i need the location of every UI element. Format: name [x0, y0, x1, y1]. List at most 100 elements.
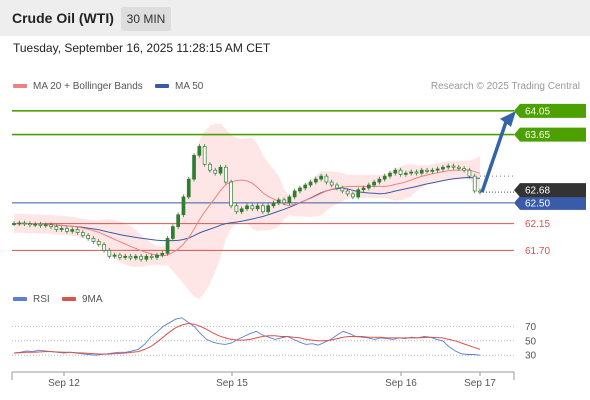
ma20-legend: MA 20 + Bollinger Bands — [13, 81, 143, 92]
price-tag-label: 62.68 — [525, 186, 550, 197]
candle — [446, 163, 451, 170]
candle — [171, 224, 175, 241]
rsi-level-label: 30 — [525, 351, 537, 362]
candle — [292, 188, 297, 200]
candle-body — [176, 214, 181, 227]
candle-body — [266, 205, 271, 213]
candle — [467, 167, 472, 179]
candle — [144, 253, 149, 262]
ma20-legend-label: MA 20 + Bollinger Bands — [33, 81, 143, 92]
candle — [303, 182, 308, 191]
rsi-swatch — [13, 297, 27, 302]
candle — [75, 227, 80, 235]
candle-body — [102, 244, 106, 251]
candle — [404, 170, 408, 177]
candle — [261, 203, 265, 215]
rsi-ma-legend: 9MA — [62, 294, 103, 305]
candle-body — [430, 169, 435, 172]
candle — [155, 252, 159, 260]
price-tag-label: 63.65 — [525, 130, 550, 141]
candle-body — [160, 252, 165, 256]
candle — [176, 212, 181, 229]
candle-body — [319, 175, 323, 180]
candle — [324, 173, 329, 185]
candle-body — [229, 181, 233, 207]
candle — [38, 221, 43, 228]
price-tag-label: 64.05 — [525, 106, 550, 117]
candle-body — [356, 189, 361, 198]
ma50-legend-label: MA 50 — [175, 81, 204, 92]
candle-body — [250, 205, 255, 210]
candle — [96, 239, 101, 247]
candle-body — [112, 254, 117, 257]
candle — [345, 188, 350, 197]
ma50-legend: MA 50 — [155, 81, 203, 92]
candle — [414, 169, 419, 176]
instrument-title: Crude Oil (WTI) — [12, 10, 114, 26]
candle-body — [419, 169, 424, 174]
candle-body — [28, 223, 32, 226]
candle-body — [33, 223, 38, 226]
candle — [128, 253, 133, 261]
candle — [276, 197, 281, 206]
candle-body — [366, 184, 371, 189]
price-tag-62.50: 62.50 — [514, 195, 586, 210]
candle — [54, 224, 59, 232]
rsi-ma-legend-label: 9MA — [82, 294, 103, 305]
candle-body — [324, 175, 329, 183]
candle-body — [65, 228, 69, 232]
candle-body — [86, 235, 90, 239]
candle-body — [181, 196, 186, 216]
candle-body — [192, 155, 196, 180]
candle — [425, 167, 429, 174]
candle-body — [435, 168, 440, 171]
candle — [356, 187, 361, 200]
candle-body — [388, 172, 392, 177]
candle — [377, 176, 382, 185]
candle-body — [234, 205, 239, 213]
chart-header: Crude Oil (WTI) 30 MIN — [0, 0, 590, 36]
candle-body — [340, 187, 345, 192]
candle-body — [149, 255, 154, 258]
candle — [340, 185, 345, 194]
candle-body — [91, 238, 96, 242]
x-tick-label: Sep 17 — [464, 378, 496, 389]
candle — [335, 182, 339, 191]
candle-body — [441, 166, 445, 170]
candle-body — [456, 166, 461, 169]
candle-body — [425, 169, 429, 172]
candle-body — [96, 241, 101, 245]
candle-body — [239, 208, 244, 213]
candle — [419, 167, 424, 176]
candle-body — [245, 205, 249, 210]
candle-body — [213, 169, 218, 174]
projection-arrow — [480, 121, 508, 193]
price-tag-label: 61.70 — [525, 246, 550, 257]
candle-body — [197, 146, 202, 156]
candle — [372, 179, 376, 188]
candle-body — [128, 255, 133, 259]
candle — [133, 253, 138, 261]
candle — [271, 200, 276, 209]
candle — [107, 247, 112, 259]
candle-body — [382, 175, 387, 180]
candle-body — [446, 165, 451, 168]
ma20-swatch — [13, 84, 27, 89]
candle-body — [59, 228, 64, 230]
candle — [149, 253, 154, 260]
candle — [409, 169, 414, 176]
candle — [202, 144, 207, 167]
price-tag-bg — [514, 103, 586, 118]
candle-body — [462, 168, 466, 171]
timeframe-badge[interactable]: 30 MIN — [121, 7, 171, 31]
candle — [213, 167, 218, 176]
candle-body — [261, 205, 265, 213]
candle-body — [107, 249, 112, 257]
candle-body — [372, 181, 376, 186]
candle-body — [393, 169, 398, 174]
candle-body — [451, 165, 456, 168]
candle — [451, 163, 456, 170]
candle-body — [292, 190, 297, 198]
candle — [208, 161, 212, 173]
